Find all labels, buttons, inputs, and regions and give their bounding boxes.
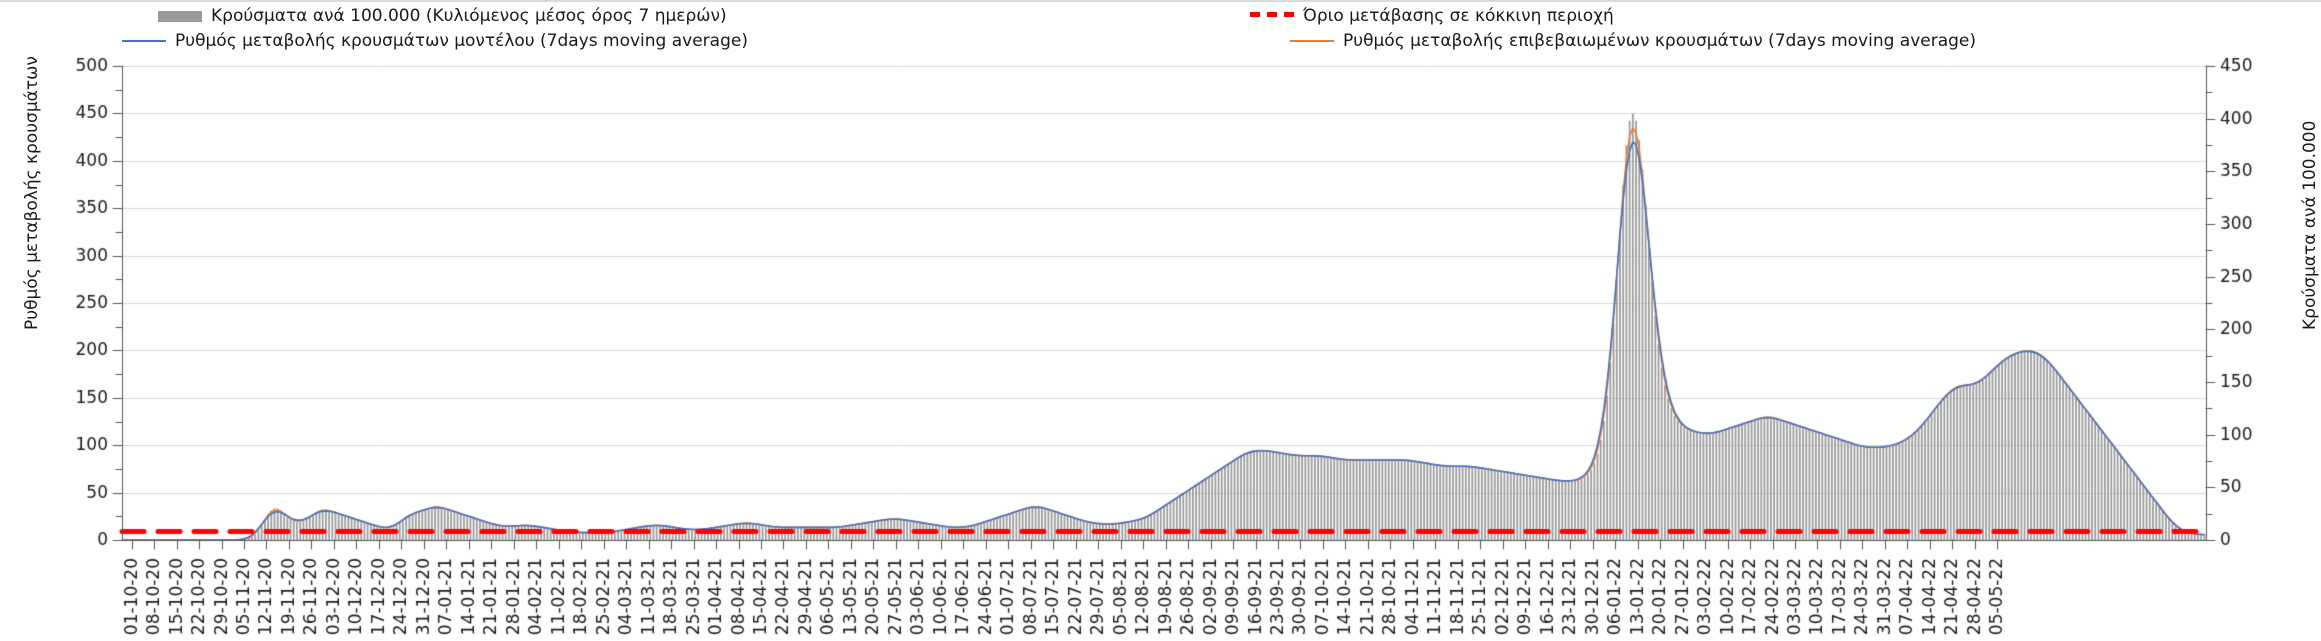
plot-area (0, 0, 2321, 641)
chart-page: Κρούσματα ανά 100.000 (Κυλιόμενος μέσος … (0, 0, 2321, 641)
chart-canvas (0, 0, 2321, 641)
